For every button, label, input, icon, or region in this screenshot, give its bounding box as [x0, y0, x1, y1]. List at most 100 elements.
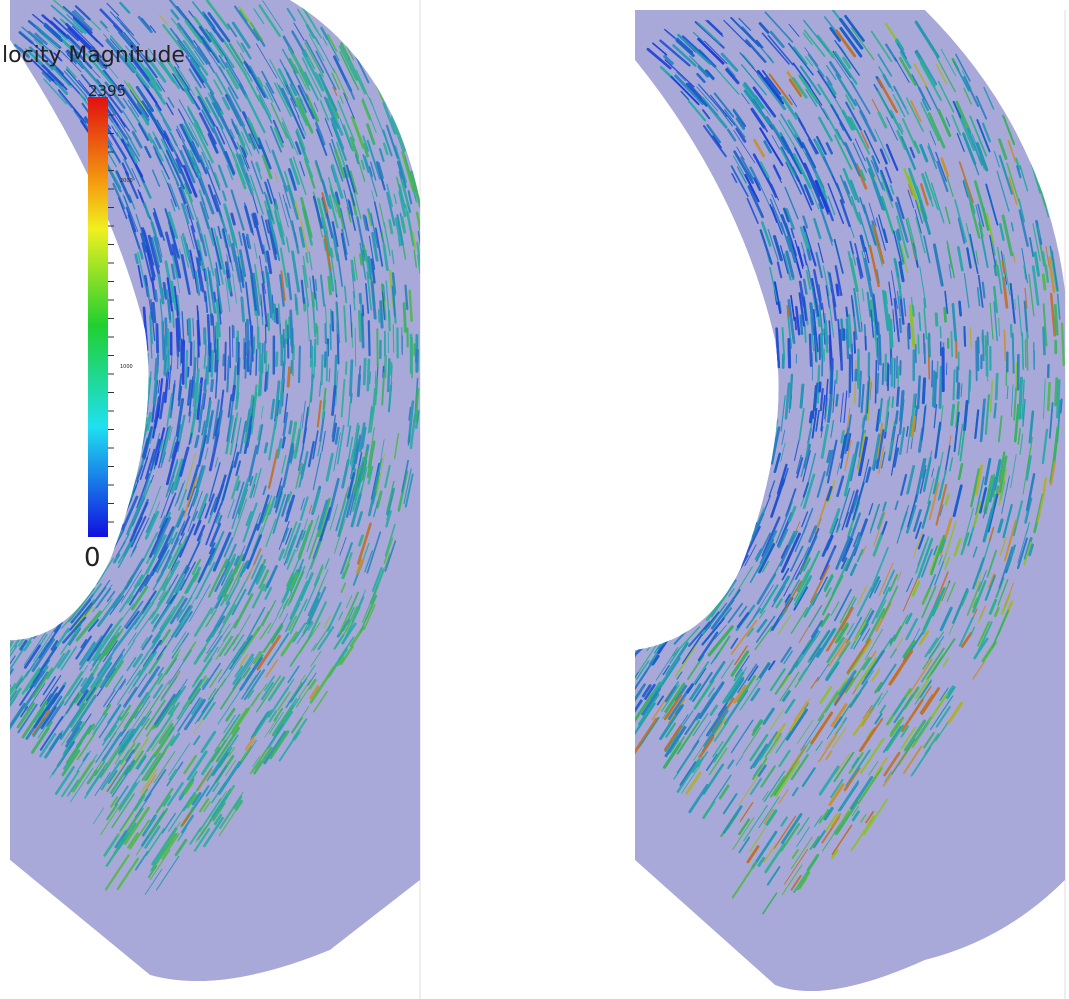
streamline	[231, 475, 240, 500]
streamline	[211, 752, 229, 777]
streamline	[795, 635, 818, 668]
streamline	[89, 635, 114, 672]
streamline	[976, 119, 991, 153]
streamline	[1006, 544, 1016, 570]
streamline	[844, 414, 852, 455]
streamline	[788, 42, 814, 76]
streamline	[209, 31, 235, 69]
streamline	[796, 719, 814, 745]
streamline	[397, 160, 407, 189]
streamline	[767, 229, 779, 261]
streamline	[961, 70, 972, 90]
streamline	[340, 542, 353, 575]
streamline	[320, 26, 329, 41]
streamline	[972, 661, 986, 680]
streamline	[676, 720, 701, 755]
streamline	[384, 347, 386, 376]
streamline	[669, 648, 680, 664]
streamline	[174, 66, 191, 91]
streamline	[838, 639, 850, 657]
streamline	[806, 248, 812, 261]
streamline	[92, 584, 113, 613]
streamline	[987, 493, 999, 533]
streamline	[261, 154, 273, 180]
streamline	[894, 500, 899, 511]
streamline	[167, 704, 176, 715]
streamline	[998, 317, 1000, 337]
streamline	[932, 243, 944, 287]
streamline	[871, 433, 881, 471]
streamline	[234, 665, 243, 678]
streamline	[672, 44, 697, 67]
streamline	[914, 716, 932, 742]
streamline	[958, 161, 974, 204]
streamline	[104, 628, 124, 656]
streamline	[127, 594, 134, 604]
streamline	[310, 650, 322, 667]
streamline	[102, 703, 112, 716]
streamline	[50, 4, 83, 34]
streamline	[890, 648, 897, 659]
streamline	[982, 506, 987, 519]
streamline	[112, 615, 141, 652]
streamline	[856, 127, 864, 142]
streamline	[753, 177, 762, 191]
streamline	[167, 507, 184, 547]
streamline	[706, 753, 718, 771]
streamline	[281, 117, 299, 156]
streamline	[343, 305, 347, 343]
streamline	[775, 507, 791, 544]
streamline	[122, 194, 131, 213]
streamline	[177, 385, 183, 407]
streamline	[832, 727, 847, 749]
streamline	[343, 558, 350, 573]
streamline	[150, 299, 156, 341]
streamline	[749, 826, 767, 852]
streamline	[85, 52, 115, 87]
streamline	[743, 82, 765, 109]
streamline	[217, 689, 242, 725]
streamline	[327, 177, 337, 204]
streamline	[908, 304, 916, 348]
streamline	[946, 176, 954, 198]
streamline	[179, 561, 196, 591]
streamline	[71, 10, 93, 31]
streamline	[167, 520, 186, 560]
streamline	[960, 383, 963, 398]
streamline	[143, 426, 153, 460]
streamline	[359, 253, 364, 266]
streamline	[117, 822, 137, 850]
streamline	[758, 22, 770, 34]
streamline	[228, 100, 243, 127]
streamline	[134, 253, 139, 265]
streamline	[270, 398, 276, 420]
streamline	[86, 769, 98, 785]
streamline	[23, 671, 49, 709]
streamline	[172, 685, 187, 706]
streamline	[831, 813, 842, 828]
streamline	[149, 849, 171, 880]
streamline	[89, 598, 113, 630]
colorbar-tick-label: 1000	[120, 364, 133, 370]
streamline	[370, 212, 379, 248]
streamline	[92, 586, 107, 605]
streamline	[290, 566, 303, 594]
streamline	[877, 321, 882, 362]
streamline	[386, 183, 394, 208]
streamline	[929, 130, 937, 146]
streamline	[735, 127, 747, 143]
streamline	[922, 464, 927, 480]
streamline	[1033, 251, 1041, 277]
streamline	[780, 646, 792, 663]
streamline	[842, 168, 858, 201]
streamline	[801, 511, 809, 528]
streamline	[675, 39, 695, 57]
streamline	[110, 603, 134, 635]
streamline	[781, 95, 798, 120]
streamline	[799, 535, 818, 575]
streamline	[289, 580, 309, 620]
streamline	[780, 395, 786, 432]
streamline	[145, 411, 153, 431]
streamline	[128, 574, 150, 606]
streamline	[1028, 274, 1035, 317]
